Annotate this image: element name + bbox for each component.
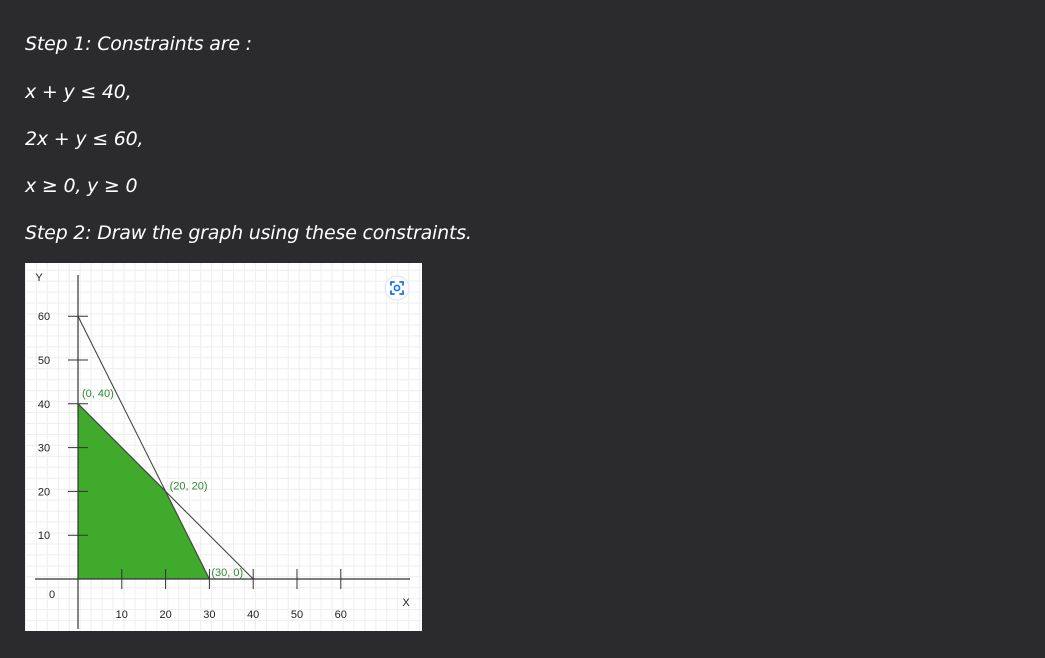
constraint-lines — [77, 315, 254, 580]
lens-icon[interactable] — [384, 275, 410, 301]
corner-point-label: (0, 40) — [82, 388, 114, 400]
x-tick-label: 40 — [247, 609, 259, 621]
x-tick-label: 50 — [291, 609, 303, 621]
lpp-graph: 10 20 30 40 50 60 10 20 30 40 50 60 0 X Y (0, 40) (20, 2… — [25, 263, 422, 631]
y-axis-label: Y — [35, 272, 43, 284]
constraint-line-2 — [77, 403, 254, 580]
x-tick-label: 60 — [335, 609, 347, 621]
constraint-3: x ≥ 0, y ≥ 0 — [25, 175, 138, 197]
y-tick-label: 50 — [38, 355, 50, 367]
corner-point-label: (20, 20) — [170, 480, 208, 492]
step1-heading: Step 1: Constraints are : — [25, 33, 252, 55]
x-axis-label: X — [402, 597, 410, 609]
y-tick-label: 20 — [38, 486, 50, 498]
x-tick-label: 30 — [203, 609, 215, 621]
origin-label: 0 — [49, 589, 55, 601]
y-tick-label: 60 — [38, 311, 50, 323]
constraint-1: x + y ≤ 40, — [25, 81, 132, 103]
constraint-2: 2x + y ≤ 60, — [25, 128, 144, 150]
step2-heading: Step 2: Draw the graph using these const… — [25, 222, 472, 244]
constraint-line-1 — [77, 315, 210, 580]
y-tick-label: 40 — [38, 399, 50, 411]
corner-point-label: (30, 0) — [211, 567, 243, 579]
axes — [35, 275, 410, 629]
labels: 10 20 30 40 50 60 10 20 30 40 50 60 0 X Y (0, 40) (20, 2… — [35, 272, 410, 621]
lpp-graph-svg: 10 20 30 40 50 60 10 20 30 40 50 60 0 X Y (0, 40) (20, 2… — [25, 263, 422, 631]
y-tick-label: 30 — [38, 443, 50, 455]
x-tick-label: 10 — [116, 609, 128, 621]
y-tick-label: 10 — [38, 530, 50, 542]
x-tick-label: 20 — [159, 609, 171, 621]
